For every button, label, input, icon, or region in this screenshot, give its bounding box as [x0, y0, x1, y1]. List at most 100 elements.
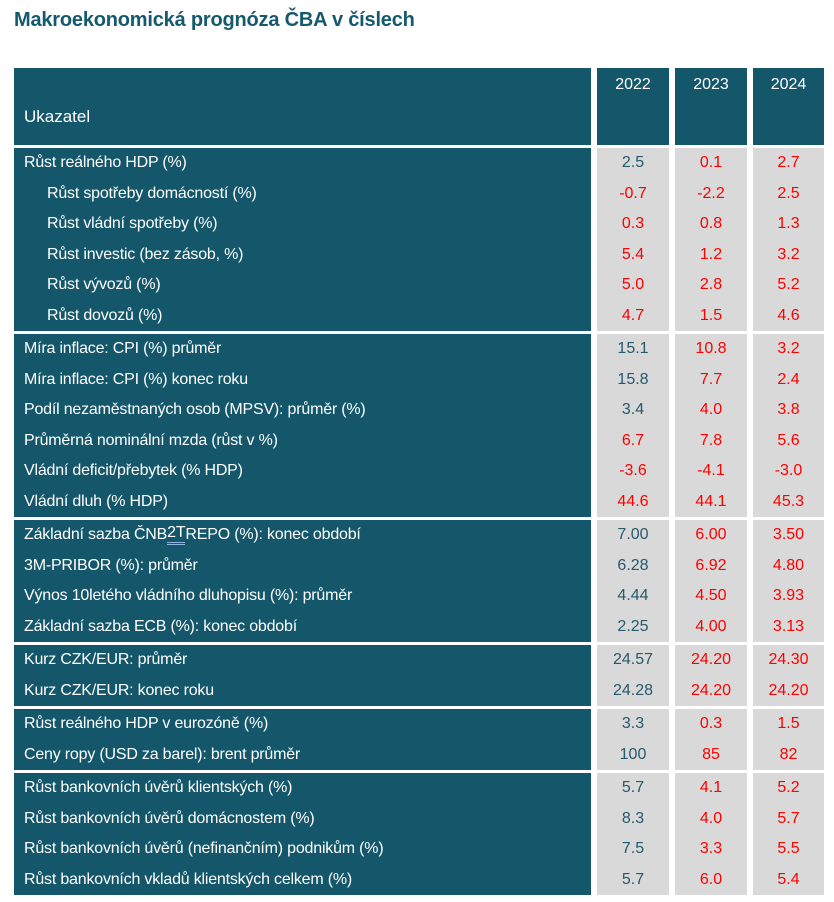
value-cell-2022: 100 [597, 739, 669, 770]
value-cell-2022: 15.1 [597, 334, 669, 365]
value-cell-2022: 2.5 [597, 148, 669, 179]
row-label: Růst vývozů (%) [14, 270, 591, 301]
value-cell-2023: 24.20 [675, 675, 747, 706]
value-cell-2023: -4.1 [675, 456, 747, 487]
table-row: Vládní dluh (% HDP) 44.6 44.1 45.3 [14, 486, 824, 517]
row-label: Růst investic (bez zásob, %) [14, 239, 591, 270]
value-cell-2024: 5.7 [753, 803, 824, 834]
value-cell-2023: 85 [675, 739, 747, 770]
value-cell-2024: 45.3 [753, 486, 824, 517]
table-row: Podíl nezaměstnaných osob (MPSV): průměr… [14, 395, 824, 426]
row-label-text: Základní sazba ČNB [24, 526, 168, 544]
value-cell-2024: 4.6 [753, 300, 824, 331]
value-cell-2023: 4.1 [675, 773, 747, 804]
table-row: Základní sazba ČNB 2T REPO (%): konec ob… [14, 520, 824, 551]
value-cell-2024: 5.2 [753, 773, 824, 804]
row-label: Míra inflace: CPI (%) konec roku [14, 364, 591, 395]
value-cell-2023: 4.00 [675, 611, 747, 642]
row-label: Míra inflace: CPI (%) průměr [14, 334, 591, 365]
table-row: Kurz CZK/EUR: průměr 24.57 24.20 24.30 [14, 645, 824, 676]
table-row: Průměrná nominální mzda (růst v %) 6.7 7.8… [14, 425, 824, 456]
value-cell-2022: 7.00 [597, 520, 669, 551]
table-row: Kurz CZK/EUR: konec roku 24.28 24.20 24.20 [14, 675, 824, 706]
value-cell-2022: 5.0 [597, 270, 669, 301]
table-row: Základní sazba ECB (%): konec období 2.25… [14, 611, 824, 642]
value-cell-2023: 24.20 [675, 645, 747, 676]
value-cell-2022: 0.3 [597, 209, 669, 240]
value-cell-2023: 6.00 [675, 520, 747, 551]
value-cell-2024: 5.2 [753, 270, 824, 301]
table-row: Růst vývozů (%) 5.0 2.8 5.2 [14, 270, 824, 301]
header-year-2024: 2024 [753, 68, 824, 145]
value-cell-2023: -2.2 [675, 178, 747, 209]
table-row: Míra inflace: CPI (%) průměr 15.1 10.8 3.2 [14, 334, 824, 365]
value-cell-2024: 3.13 [753, 611, 824, 642]
row-label: Růst dovozů (%) [14, 300, 591, 331]
row-label: Růst bankovních úvěrů domácnostem (%) [14, 803, 591, 834]
value-cell-2022: 5.7 [597, 773, 669, 804]
table-block: Růst reálného HDP (%) 2.5 0.1 2.7 Růst spotř… [14, 148, 824, 331]
value-cell-2022: 2.25 [597, 611, 669, 642]
value-cell-2023: 10.8 [675, 334, 747, 365]
table-header-row: Ukazatel 2022 2023 2024 [14, 68, 824, 145]
row-label: Základní sazba ČNB 2T REPO (%): konec ob… [14, 520, 591, 551]
value-cell-2023: 6.92 [675, 550, 747, 581]
table-row: Ceny ropy (USD za barel): brent průměr 10… [14, 739, 824, 770]
underlined-term: 2T [167, 525, 186, 546]
row-label: Růst spotřeby domácností (%) [14, 178, 591, 209]
header-indicator: Ukazatel [14, 68, 591, 145]
row-label: Kurz CZK/EUR: konec roku [14, 675, 591, 706]
table-row: Vládní deficit/přebytek (% HDP) -3.6 -4.1-… [14, 456, 824, 487]
value-cell-2023: 0.8 [675, 209, 747, 240]
value-cell-2024: 1.5 [753, 709, 824, 740]
table-body: Růst reálného HDP (%) 2.5 0.1 2.7 Růst spotř… [14, 148, 824, 895]
row-label: Kurz CZK/EUR: průměr [14, 645, 591, 676]
value-cell-2024: 3.50 [753, 520, 824, 551]
row-label: Vládní deficit/přebytek (% HDP) [14, 456, 591, 487]
value-cell-2024: 3.8 [753, 395, 824, 426]
table-row: Výnos 10letého vládního dluhopisu (%): p… [14, 581, 824, 612]
row-label: Růst bankovních vkladů klientských celke… [14, 864, 591, 895]
value-cell-2024: 2.4 [753, 364, 824, 395]
value-cell-2023: 3.3 [675, 834, 747, 865]
value-cell-2023: 1.5 [675, 300, 747, 331]
row-label-text: REPO (%): konec období [185, 526, 361, 544]
value-cell-2023: 4.0 [675, 395, 747, 426]
table-row: Růst bankovních úvěrů (nefinančním) podn… [14, 834, 824, 865]
table-block: Míra inflace: CPI (%) průměr 15.1 10.8 3.2 M… [14, 334, 824, 517]
value-cell-2022: 8.3 [597, 803, 669, 834]
forecast-table: Ukazatel 2022 2023 2024 Růst reálného HD… [14, 68, 824, 895]
row-label: Vládní dluh (% HDP) [14, 486, 591, 517]
table-row: Růst dovozů (%) 4.7 1.5 4.6 [14, 300, 824, 331]
table-row: Růst reálného HDP (%) 2.5 0.1 2.7 [14, 148, 824, 179]
table-block: Růst bankovních úvěrů klientských (%) 5.7… [14, 773, 824, 895]
table-block: Růst reálného HDP v eurozóně (%) 3.3 0.3 1.… [14, 709, 824, 770]
value-cell-2022: 15.8 [597, 364, 669, 395]
row-label: Výnos 10letého vládního dluhopisu (%): p… [14, 581, 591, 612]
value-cell-2023: 2.8 [675, 270, 747, 301]
row-label: Růst bankovních úvěrů klientských (%) [14, 773, 591, 804]
value-cell-2023: 7.7 [675, 364, 747, 395]
value-cell-2023: 4.50 [675, 581, 747, 612]
value-cell-2024: 4.80 [753, 550, 824, 581]
value-cell-2024: 3.2 [753, 334, 824, 365]
row-label: Ceny ropy (USD za barel): brent průměr [14, 739, 591, 770]
value-cell-2022: 7.5 [597, 834, 669, 865]
row-label: 3M-PRIBOR (%): průměr [14, 550, 591, 581]
value-cell-2022: 5.7 [597, 864, 669, 895]
value-cell-2024: 5.4 [753, 864, 824, 895]
value-cell-2023: 1.2 [675, 239, 747, 270]
value-cell-2024: 3.93 [753, 581, 824, 612]
table-row: Růst reálného HDP v eurozóně (%) 3.3 0.3 1.… [14, 709, 824, 740]
value-cell-2022: 4.44 [597, 581, 669, 612]
value-cell-2022: 6.28 [597, 550, 669, 581]
table-row: Míra inflace: CPI (%) konec roku 15.8 7.7 2… [14, 364, 824, 395]
table-block: Základní sazba ČNB 2T REPO (%): konec ob… [14, 520, 824, 642]
value-cell-2022: 5.4 [597, 239, 669, 270]
row-label: Podíl nezaměstnaných osob (MPSV): průměr… [14, 395, 591, 426]
value-cell-2022: 44.6 [597, 486, 669, 517]
value-cell-2024: 24.20 [753, 675, 824, 706]
value-cell-2022: 3.3 [597, 709, 669, 740]
value-cell-2022: -0.7 [597, 178, 669, 209]
value-cell-2022: 3.4 [597, 395, 669, 426]
